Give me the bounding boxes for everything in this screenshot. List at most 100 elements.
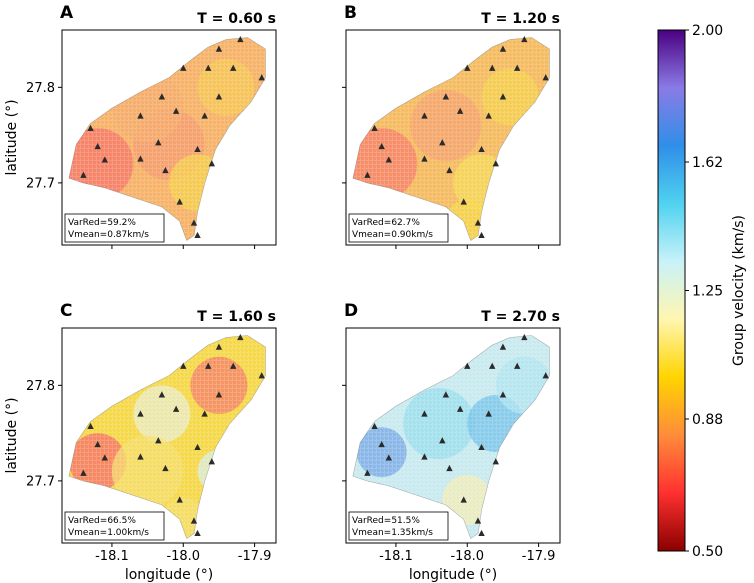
- station-marker: [162, 464, 169, 472]
- y-tick-label: 27.7: [26, 176, 55, 191]
- station-marker: [385, 156, 392, 163]
- panel-b: B T = 1.20 s VarRed=62.7% Vmean=0.90km/s: [342, 3, 561, 249]
- station-marker: [237, 35, 244, 43]
- station-marker: [162, 166, 169, 174]
- station-marker: [499, 93, 507, 100]
- station-marker: [180, 64, 187, 71]
- vmean-text: Vmean=1.00km/s: [68, 528, 149, 538]
- station-marker: [215, 391, 223, 398]
- vmean-text: Vmean=0.87km/s: [68, 230, 149, 240]
- colorbar-tick-label: 1.25: [692, 284, 723, 300]
- station-marker: [201, 410, 208, 417]
- panel-period-title: T = 1.60 s: [197, 309, 276, 325]
- plot-frame: [345, 327, 561, 544]
- station-marker: [94, 440, 101, 448]
- varred-text: VarRed=62.7%: [352, 218, 420, 228]
- station-marker: [101, 454, 108, 461]
- station-marker: [190, 517, 198, 524]
- panel-period-title: T = 0.60 s: [197, 11, 276, 27]
- station-marker: [215, 343, 223, 350]
- station-marker: [478, 443, 485, 451]
- station-marker: [474, 219, 482, 226]
- station-marker: [194, 231, 201, 239]
- station-marker: [378, 440, 385, 448]
- station-marker: [205, 362, 212, 369]
- station-marker: [87, 422, 94, 430]
- varred-text: VarRed=66.5%: [68, 516, 136, 526]
- station-marker: [499, 391, 507, 398]
- station-marker: [176, 198, 183, 205]
- x-tick-label: -18.1: [379, 549, 413, 564]
- station-marker: [237, 333, 244, 341]
- x-axis-label: longitude (°): [409, 567, 497, 583]
- station-marker: [474, 517, 482, 524]
- x-axis-label: longitude (°): [125, 567, 213, 583]
- x-tick-label: -18.1: [95, 549, 129, 564]
- station-marker: [371, 124, 378, 132]
- station-marker: [489, 64, 496, 71]
- colorbar-tick-label: 0.88: [692, 412, 723, 428]
- colorbar-tick-label: 2.00: [692, 23, 723, 39]
- x-tick-label: -17.9: [522, 549, 556, 564]
- x-tick-label: -18.0: [450, 549, 484, 564]
- varred-text: VarRed=59.2%: [68, 218, 136, 228]
- station-marker: [371, 422, 378, 430]
- info-box: [348, 213, 449, 243]
- station-marker: [258, 372, 265, 379]
- plot-frame: [61, 327, 277, 544]
- station-marker: [194, 443, 201, 451]
- colorbar: 2.00 1.62 1.25 0.88 0.50 Group velocity (km/s…: [657, 23, 747, 560]
- y-tick-label: 27.7: [26, 474, 55, 489]
- station-marker: [230, 362, 237, 369]
- station-marker: [194, 529, 201, 537]
- station-marker: [446, 166, 453, 174]
- station-marker: [215, 45, 223, 52]
- plot-frame: [345, 29, 561, 246]
- station-marker: [439, 437, 446, 444]
- station-marker: [460, 198, 467, 205]
- station-marker: [478, 231, 485, 239]
- varred-text: VarRed=51.5%: [352, 516, 420, 526]
- panel-d: -18.1 -18.0 -17.9 D T = 2.70 s VarRed=51.5% Vm…: [342, 301, 561, 583]
- station-marker: [421, 410, 428, 417]
- station-marker: [421, 155, 428, 162]
- station-marker: [456, 405, 464, 412]
- station-marker: [364, 469, 371, 476]
- info-box: [64, 213, 165, 243]
- station-marker: [155, 437, 162, 444]
- station-marker: [485, 112, 492, 119]
- station-marker: [205, 64, 212, 71]
- station-marker: [201, 112, 208, 119]
- colorbar-bar: [657, 29, 686, 552]
- station-marker: [446, 464, 453, 472]
- station-marker: [485, 410, 492, 417]
- station-marker: [137, 155, 144, 162]
- panel-c: -18.1 -18.0 -17.9 27.8 27.7 C T = 1.60 s VarRed…: [4, 301, 277, 583]
- station-marker: [80, 469, 87, 476]
- station-marker: [542, 372, 549, 379]
- panel-letter: D: [344, 301, 358, 321]
- station-marker: [80, 171, 87, 178]
- station-marker: [137, 112, 144, 119]
- panel-period-title: T = 2.70 s: [481, 309, 560, 325]
- panel-letter: C: [60, 301, 72, 321]
- station-marker: [499, 343, 507, 350]
- station-marker: [87, 124, 94, 132]
- x-tick-label: -18.0: [166, 549, 200, 564]
- vmean-text: Vmean=1.35km/s: [352, 528, 433, 538]
- station-marker: [258, 74, 265, 81]
- x-tick-label: -17.9: [238, 549, 272, 564]
- station-marker: [492, 160, 499, 167]
- station-marker: [137, 453, 144, 460]
- station-marker: [230, 64, 237, 71]
- station-marker: [499, 45, 507, 52]
- station-marker: [521, 35, 528, 43]
- station-marker: [208, 458, 215, 465]
- station-marker: [137, 410, 144, 417]
- panel-a: 27.8 27.7 A T = 0.60 s VarRed=59.2% Vmean=0.8…: [4, 3, 277, 249]
- station-marker: [421, 112, 428, 119]
- station-marker: [464, 64, 471, 71]
- station-marker: [101, 156, 108, 163]
- station-marker: [442, 391, 450, 398]
